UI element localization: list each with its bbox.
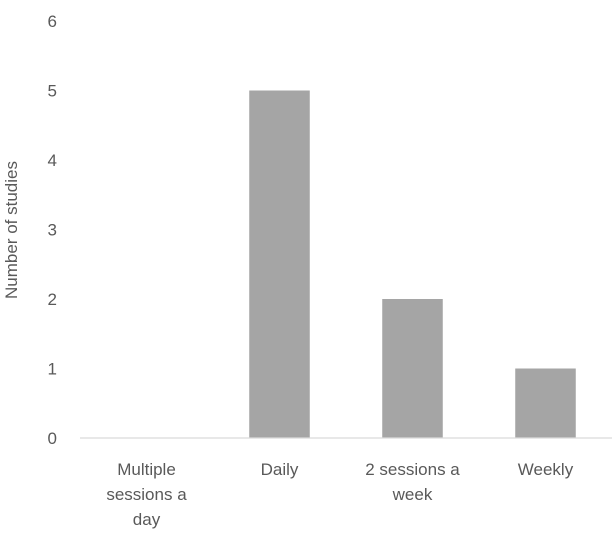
- y-axis-label: Number of studies: [2, 161, 21, 299]
- bar: [515, 368, 576, 438]
- x-tick-label: Multiple sessions a day: [106, 460, 187, 529]
- x-tick-label-line: day: [133, 510, 161, 529]
- y-axis-ticks: 0 1 2 3 4 5 6: [48, 12, 57, 448]
- y-tick-label: 5: [48, 82, 57, 101]
- y-tick-label: 4: [48, 151, 57, 170]
- x-axis-labels: Multiple sessions a day Daily 2 sessions a we…: [106, 460, 573, 529]
- bar: [382, 299, 443, 438]
- y-tick-label: 3: [48, 221, 57, 240]
- x-tick-label-line: Multiple: [117, 460, 176, 479]
- x-tick-label: 2 sessions a week: [365, 460, 460, 504]
- bars: [249, 90, 576, 438]
- x-tick-label: Daily: [261, 460, 299, 479]
- y-tick-label: 6: [48, 12, 57, 31]
- y-tick-label: 1: [48, 360, 57, 379]
- x-tick-label: Weekly: [518, 460, 574, 479]
- y-tick-label: 0: [48, 429, 57, 448]
- y-tick-label: 2: [48, 290, 57, 309]
- x-tick-label-line: Daily: [261, 460, 299, 479]
- x-tick-label-line: Weekly: [518, 460, 574, 479]
- bar: [249, 90, 310, 438]
- x-tick-label-line: sessions a: [106, 485, 187, 504]
- x-tick-label-line: 2 sessions a: [365, 460, 460, 479]
- x-tick-label-line: week: [392, 485, 433, 504]
